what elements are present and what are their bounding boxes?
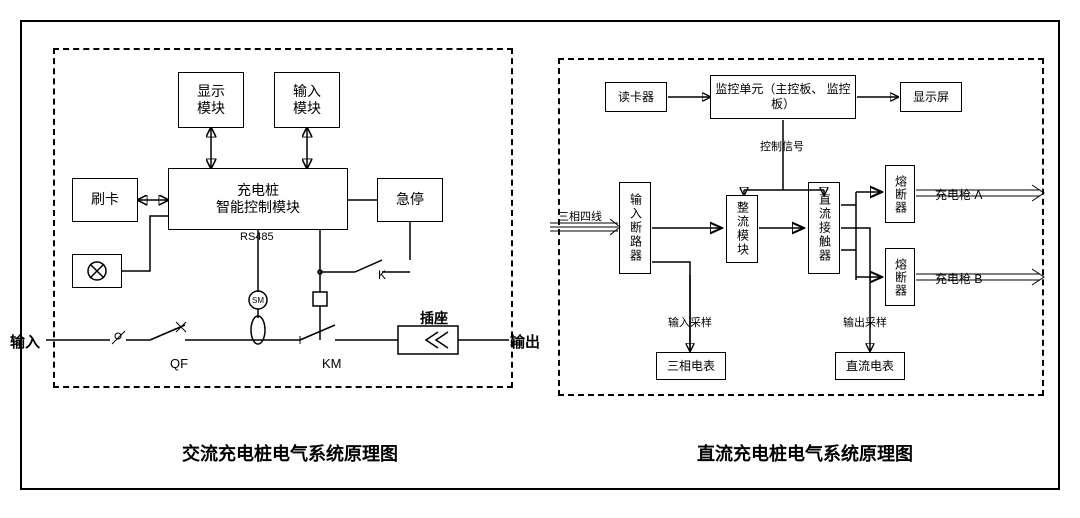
left-diagram-svg: SM (0, 0, 560, 420)
svg-text:SM: SM (252, 296, 264, 305)
caption-left: 交流充电桩电气系统原理图 (110, 440, 470, 466)
caption-right: 直流充电桩电气系统原理图 (640, 440, 970, 466)
right-diagram-svg (540, 40, 1060, 420)
